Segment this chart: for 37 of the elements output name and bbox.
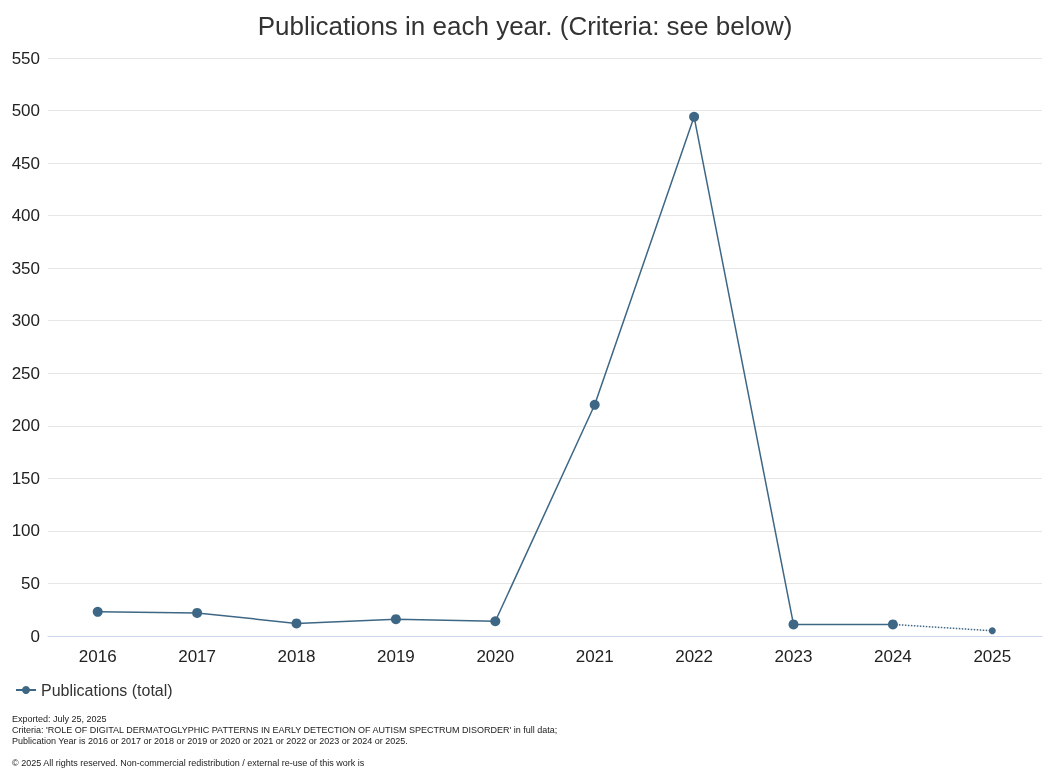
text: Criteria: 'ROLE OF DIGITAL DERMATOGLYPHIC PATTERNS IN EARLY DETECTION OF AUTISM SPECTRUM DISORDER' in full data; xyxy=(12,725,558,736)
y-tick-label: 100 xyxy=(11,521,40,541)
point xyxy=(589,399,600,410)
y-tick-label: 350 xyxy=(11,258,40,278)
text: © 2025 All rights reserved. Non-commercial redistribution / external re-use of this work is xyxy=(12,758,366,769)
x-tick-label: 2020 xyxy=(476,647,515,666)
x-tick-label: 2022 xyxy=(675,647,714,666)
chart-title: Publications in each year. (Criteria: see below) xyxy=(257,11,793,41)
point xyxy=(291,618,302,629)
y-tick-label: 200 xyxy=(11,416,40,436)
y-tick-label: 300 xyxy=(11,311,40,331)
y-tick-label: 150 xyxy=(11,468,40,488)
point xyxy=(988,627,996,635)
x-tick-label: 2019 xyxy=(376,647,415,666)
x-tick-label: 2025 xyxy=(973,647,1012,666)
x-tick-label: 2018 xyxy=(277,647,316,666)
point xyxy=(689,111,700,122)
x-tick-label: 2024 xyxy=(873,647,912,666)
point xyxy=(192,607,203,618)
x-tick-label: 2023 xyxy=(774,647,813,666)
legend-label: Publications (total) xyxy=(41,681,173,699)
point xyxy=(788,619,799,630)
y-tick-label: 550 xyxy=(11,48,40,68)
y-tick-label: 450 xyxy=(11,153,40,173)
point xyxy=(490,616,501,627)
x-tick-label: 2016 xyxy=(78,647,117,666)
y-tick-label: 50 xyxy=(21,573,40,593)
y-tick-label: 500 xyxy=(11,101,40,121)
y-tick-label: 400 xyxy=(11,206,40,226)
y-tick-label: 250 xyxy=(11,363,40,383)
x-tick-label: 2017 xyxy=(178,647,217,666)
text: Exported: July 25, 2025 xyxy=(12,714,108,725)
text: Publication Year is 2016 or 2017 or 2018 or 2019 or 2020 or 2021 or 2022 or 2023 or 2024 or 2025. xyxy=(12,736,409,747)
point xyxy=(390,614,401,625)
point xyxy=(92,606,103,617)
y-tick-label: 0 xyxy=(30,626,40,646)
x-tick-label: 2021 xyxy=(575,647,614,666)
